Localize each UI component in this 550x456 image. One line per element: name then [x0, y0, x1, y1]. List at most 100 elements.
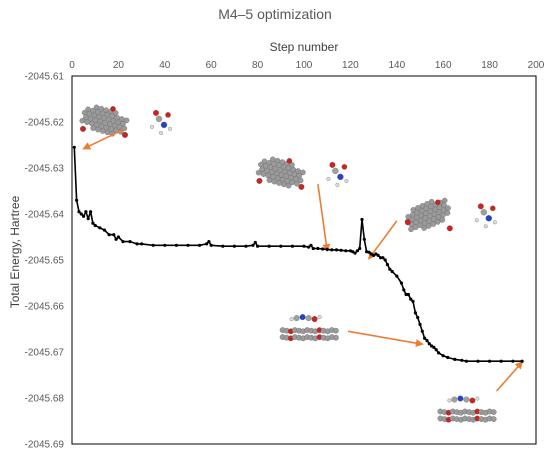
molecule-inset [404, 197, 497, 233]
x-tick-label: 40 [159, 60, 171, 71]
data-point [425, 338, 429, 343]
data-point [107, 233, 111, 237]
data-point [511, 359, 515, 363]
data-point [102, 228, 107, 232]
data-point [79, 212, 83, 216]
data-point [267, 244, 271, 248]
data-point [72, 145, 76, 149]
data-point [116, 235, 120, 239]
data-point [251, 243, 255, 247]
x-tick-label: 140 [388, 60, 405, 71]
y-tick-labels: -2045.61 -2045.62 -2045.63 -2045.64 -2045.65… [25, 72, 65, 451]
y-tick-label: -2045.68 [25, 394, 65, 405]
x-tick-label: 100 [296, 60, 313, 71]
data-point [369, 252, 373, 256]
data-point [84, 210, 88, 214]
data-point [140, 242, 144, 246]
y-tick-label: -2045.66 [25, 302, 65, 313]
data-point [390, 269, 394, 274]
data-point [381, 256, 385, 260]
y-tick-label: -2045.67 [25, 348, 65, 359]
data-point [423, 336, 427, 340]
x-tick-label: 180 [481, 60, 498, 71]
data-point [151, 243, 155, 247]
data-point [365, 250, 369, 254]
data-point [395, 274, 399, 278]
data-point [409, 297, 413, 301]
data-point [406, 292, 410, 297]
data-point [93, 223, 97, 228]
data-point [446, 355, 450, 360]
data-point [91, 221, 95, 225]
data-point [437, 351, 441, 355]
data-point [374, 252, 378, 256]
molecule-inset [79, 104, 172, 138]
data-point [256, 244, 260, 248]
data-point [453, 357, 457, 361]
data-point [402, 288, 406, 292]
y-tick-label: -2045.69 [25, 440, 65, 451]
y-tick-label: -2045.62 [25, 118, 65, 129]
y-axis-title: Total Energy, Hartree [8, 195, 22, 308]
data-point [112, 233, 116, 237]
data-point [379, 256, 383, 260]
data-point [416, 315, 420, 320]
data-point [309, 243, 313, 247]
data-point [244, 244, 248, 248]
data-point [488, 359, 492, 363]
data-point [358, 246, 362, 251]
data-point [413, 311, 417, 315]
data-point [420, 329, 424, 333]
data-point [330, 248, 334, 252]
data-point [460, 358, 464, 362]
data-point [372, 253, 376, 257]
data-point [388, 267, 392, 271]
x-tick-label: 60 [206, 60, 218, 71]
data-point [476, 359, 480, 363]
y-tick-label: -2045.64 [25, 210, 65, 221]
data-point [232, 244, 236, 248]
data-point [404, 292, 408, 297]
data-point [430, 344, 434, 348]
annotation-arrow [347, 330, 424, 348]
data-point [520, 359, 524, 363]
data-point [411, 299, 415, 303]
y-tick-label: -2045.65 [25, 256, 65, 267]
molecule-inset [255, 156, 349, 190]
annotation-arrows [82, 129, 524, 392]
data-point [221, 244, 225, 248]
annotation-arrow [317, 183, 331, 253]
data-point [499, 359, 503, 363]
data-point [376, 253, 380, 257]
data-point [434, 348, 438, 352]
x-tick-label: 120 [342, 60, 359, 71]
y-tick-label: -2045.63 [25, 164, 65, 175]
data-point [163, 243, 167, 247]
data-point [383, 258, 387, 262]
data-point [427, 342, 431, 346]
plot-frame [71, 75, 537, 445]
data-point [355, 249, 359, 253]
y-tick-label: -2045.61 [25, 72, 65, 83]
data-point [334, 248, 339, 252]
data-point [441, 354, 445, 358]
data-point [253, 240, 257, 245]
data-point [362, 237, 366, 241]
energy-series [72, 145, 524, 363]
data-point [307, 245, 311, 249]
data-point [114, 237, 118, 241]
x-tick-labels: 0 20 40 60 80 100 120 140 160 180 200 [69, 60, 545, 71]
data-point [432, 345, 436, 349]
data-point [464, 359, 468, 363]
x-tick-label: 200 [528, 60, 545, 71]
x-tick-label: 20 [113, 60, 125, 71]
data-point [351, 250, 355, 254]
data-point [279, 244, 283, 248]
molecule-inset [437, 395, 497, 423]
data-point [135, 242, 139, 246]
data-point [325, 247, 329, 251]
x-axis-title: Step number [270, 40, 339, 54]
data-point [128, 240, 132, 244]
data-point [174, 243, 178, 247]
